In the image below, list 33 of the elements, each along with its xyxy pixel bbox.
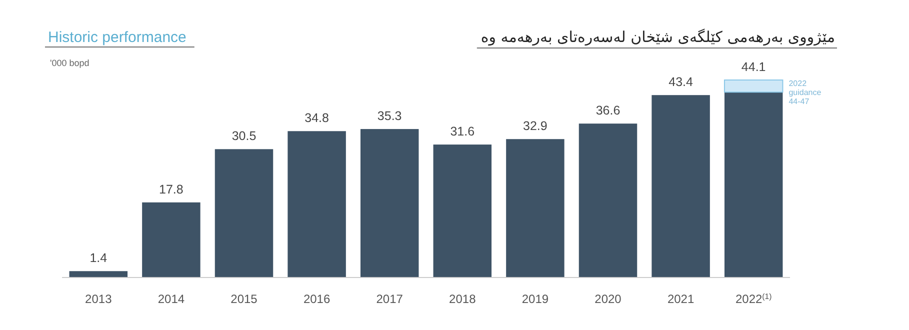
bar (214, 149, 274, 277)
ylabel: '000 bopd (50, 58, 90, 68)
bar (360, 129, 419, 277)
x-tick-label: 2014 (158, 292, 185, 306)
x-tick-label: 2015 (230, 292, 258, 306)
bar (288, 131, 346, 277)
data-label: 30.5 (232, 129, 256, 144)
bar (652, 95, 710, 277)
data-label: 31.6 (450, 124, 475, 139)
title: Historic performance (48, 29, 186, 46)
x-tick-label: 2016 (303, 292, 330, 306)
data-label: 44.1 (741, 60, 766, 74)
x-tick-label: 2019 (522, 292, 549, 306)
subtitle: مێژووی بەرهەمی کێلگەی شێخان لەسەرەتای بەرهەمە وە (480, 28, 835, 46)
x-tick-label: 2021 (667, 292, 694, 306)
data-label: 36.6 (596, 104, 620, 118)
bar (578, 124, 638, 277)
data-label: 35.3 (377, 109, 402, 124)
bar (69, 271, 128, 277)
bar (142, 202, 200, 277)
x-tick-label: 2013 (85, 292, 112, 306)
data-label: 17.8 (159, 182, 184, 196)
data-label: 43.4 (668, 75, 694, 90)
x-tick-label: 2018 (449, 292, 476, 306)
data-label: 32.9 (523, 119, 548, 134)
bar (506, 139, 564, 277)
x-tick-label: 2017 (376, 292, 404, 306)
x-tick-label: 2020 (594, 292, 622, 306)
x-tick-label: 2022$^{(1)}$ (735, 292, 772, 306)
bar (433, 144, 492, 277)
data-label: 1.4 (90, 251, 108, 266)
annotation: 2022 guidance 44-47 (788, 79, 822, 106)
data-label: 34.8 (304, 111, 330, 126)
